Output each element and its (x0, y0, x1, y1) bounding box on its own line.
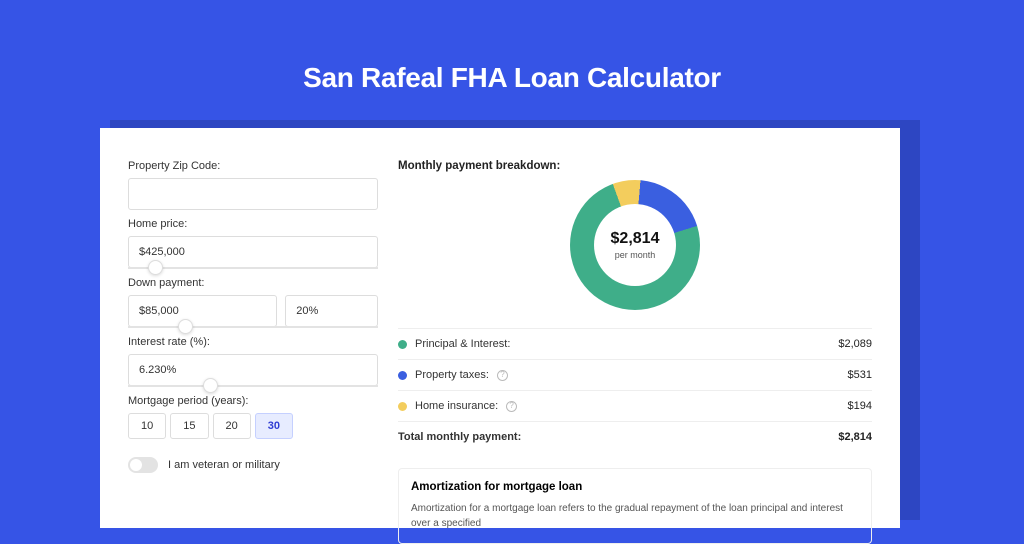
breakdown-label: Principal & Interest: (415, 338, 510, 350)
home-price-input[interactable] (128, 236, 378, 268)
period-label: Mortgage period (years): (128, 395, 378, 407)
info-icon[interactable]: ? (506, 401, 517, 412)
breakdown-row: Principal & Interest: $2,089 (398, 328, 872, 359)
interest-rate-slider[interactable] (128, 385, 378, 387)
info-icon[interactable]: ? (497, 370, 508, 381)
breakdown-row: Home insurance:? $194 (398, 390, 872, 421)
down-payment-slider[interactable] (128, 326, 378, 328)
breakdown-label: Home insurance: (415, 400, 498, 412)
breakdown-label: Property taxes: (415, 369, 489, 381)
breakdown-row: Property taxes:? $531 (398, 359, 872, 390)
total-value: $2,814 (838, 431, 872, 443)
interest-rate-slider-thumb[interactable] (203, 378, 218, 393)
breakdown-value: $194 (848, 400, 872, 412)
veteran-toggle[interactable] (128, 457, 158, 473)
down-payment-slider-thumb[interactable] (178, 319, 193, 334)
interest-rate-input[interactable] (128, 354, 378, 386)
amortization-section: Amortization for mortgage loan Amortizat… (398, 468, 872, 544)
legend-dot (398, 340, 407, 349)
period-button-15[interactable]: 15 (170, 413, 208, 439)
home-price-slider-thumb[interactable] (148, 260, 163, 275)
veteran-label: I am veteran or military (168, 459, 280, 471)
period-button-10[interactable]: 10 (128, 413, 166, 439)
donut-chart: $2,814 per month (398, 180, 872, 310)
interest-rate-label: Interest rate (%): (128, 336, 378, 348)
breakdown-value: $531 (848, 369, 872, 381)
amortization-text: Amortization for a mortgage loan refers … (411, 501, 859, 531)
total-row: Total monthly payment: $2,814 (398, 421, 872, 452)
legend-dot (398, 402, 407, 411)
period-options: 10152030 (128, 413, 378, 439)
breakdown-column: Monthly payment breakdown: $2,814 per mo… (398, 152, 872, 504)
down-payment-label: Down payment: (128, 277, 378, 289)
home-price-label: Home price: (128, 218, 378, 230)
donut-subtext: per month (615, 250, 656, 260)
down-payment-percent-input[interactable] (285, 295, 378, 327)
calculator-card: Property Zip Code: Home price: Down paym… (100, 128, 900, 528)
zip-label: Property Zip Code: (128, 160, 378, 172)
legend-dot (398, 371, 407, 380)
breakdown-title: Monthly payment breakdown: (398, 160, 872, 172)
zip-input[interactable] (128, 178, 378, 210)
home-price-slider[interactable] (128, 267, 378, 269)
total-label: Total monthly payment: (398, 431, 521, 443)
period-button-30[interactable]: 30 (255, 413, 293, 439)
donut-center: $2,814 per month (594, 204, 676, 286)
page-title: San Rafeal FHA Loan Calculator (0, 0, 1024, 94)
amortization-title: Amortization for mortgage loan (411, 481, 859, 493)
period-button-20[interactable]: 20 (213, 413, 251, 439)
breakdown-value: $2,089 (838, 338, 872, 350)
down-payment-amount-input[interactable] (128, 295, 277, 327)
inputs-column: Property Zip Code: Home price: Down paym… (128, 152, 378, 504)
donut-value: $2,814 (611, 230, 660, 248)
